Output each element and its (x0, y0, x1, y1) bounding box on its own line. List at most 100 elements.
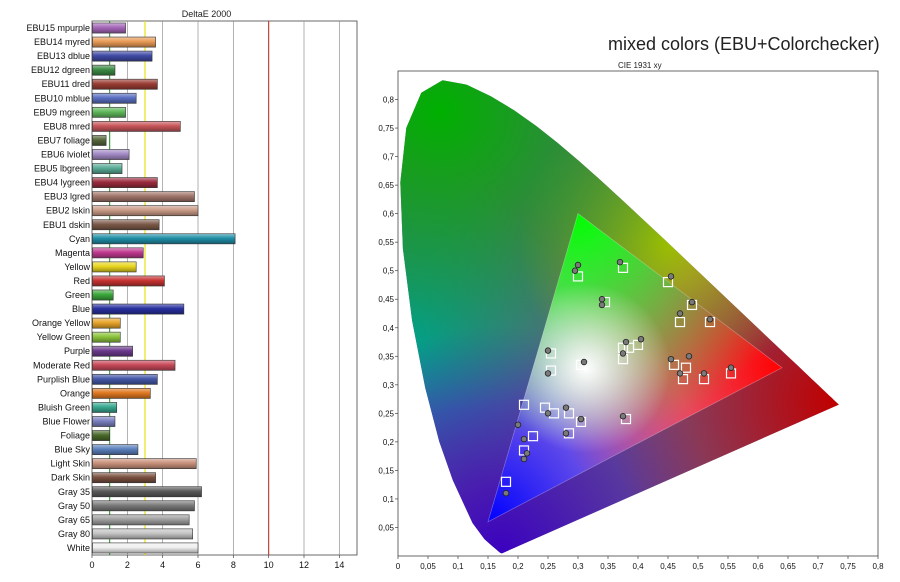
bar-x-tick-label: 14 (334, 560, 344, 570)
bar (92, 121, 181, 132)
bar-chart-title: DeltaE 2000 (182, 9, 232, 19)
measured-point-circle (667, 355, 675, 363)
reference-point-square (662, 277, 674, 288)
cie-x-tick-label: 0,45 (660, 562, 676, 571)
bar-x-tick-label: 2 (125, 560, 130, 570)
measured-point-circle (700, 370, 708, 377)
reference-point-square (518, 399, 530, 410)
cie-x-tick-label: 0 (396, 562, 401, 571)
cie-y-tick-label: 0,45 (378, 295, 394, 304)
reference-point-square (617, 262, 629, 273)
measured-point-circle (598, 296, 606, 303)
cie-x-tick-label: 0,05 (420, 562, 436, 571)
reference-point-square (539, 402, 551, 413)
bar (92, 303, 185, 315)
bar (92, 388, 151, 399)
bar-category-label: Cyan (69, 234, 90, 244)
bar (92, 64, 116, 76)
cie-y-tick-label: 0,15 (378, 466, 394, 475)
bar-category-label: Gray 50 (58, 501, 90, 511)
bar (92, 233, 236, 245)
measured-point-circle (571, 267, 579, 274)
reference-point-square (674, 316, 686, 328)
bar-category-label: EBU2 lskin (46, 206, 90, 216)
reference-point-square (680, 362, 692, 373)
measured-point-circle (688, 298, 696, 306)
cie-diagram-panel: CIE 1931 xy 0 0,05 0,1 0,15 0,2 0,25 0,3 0,35 0,4… (360, 0, 900, 577)
measured-point-circle (580, 358, 588, 366)
bar (92, 486, 202, 498)
bar-x-tick-label: 4 (160, 560, 165, 570)
bar (92, 219, 160, 231)
bar (92, 261, 137, 273)
bar-category-label: Foliage (60, 431, 90, 441)
bar (92, 542, 199, 554)
bar (92, 163, 123, 174)
measured-point-circle (544, 370, 552, 377)
measured-point-circle (727, 364, 735, 371)
bar-category-label: EBU8 mred (43, 121, 90, 131)
measured-point-circle (520, 455, 528, 463)
cie-x-tick-label: 0,6 (752, 562, 764, 571)
cie-y-tick-label: 0,7 (383, 153, 395, 162)
cie-y-tick-label: 0,55 (378, 238, 394, 247)
delta-e-bar-svg: DeltaE 2000 EBU15 mpurple EBU14 myred EBU13… (26, 9, 358, 570)
cie-x-tick-label: 0,2 (512, 562, 524, 571)
bar (92, 331, 121, 343)
cie-y-tick-label: 0,25 (378, 409, 394, 418)
bar (92, 177, 158, 188)
measured-point-circle (676, 370, 684, 377)
cie-x-tick-label: 0,75 (840, 562, 856, 571)
measured-point-circle (616, 258, 624, 266)
bar-x-tick-label: 0 (89, 560, 94, 570)
cie-x-tick-label: 0,1 (452, 562, 464, 571)
bar-x-tick-label: 10 (264, 560, 274, 570)
reference-point-square (518, 445, 530, 456)
bar (92, 149, 130, 160)
measured-point-circle (622, 338, 630, 346)
bar (92, 78, 158, 90)
bar (92, 444, 139, 455)
bar (92, 191, 195, 203)
bar-category-label: Gray 80 (58, 529, 90, 539)
measured-point-circle (520, 435, 528, 443)
bar-category-label: EBU14 myred (34, 37, 90, 47)
reference-point-square (545, 365, 557, 376)
cie-x-tick-label: 0,3 (572, 562, 584, 571)
cie-x-tick-label: 0,4 (632, 562, 644, 571)
bar-category-label: EBU5 lbgreen (34, 164, 90, 174)
measured-point-circle (562, 430, 570, 437)
reference-point-square (563, 408, 575, 419)
bar (92, 247, 144, 259)
gamut-triangle-outline (487, 212, 783, 523)
cie-y-tick-label: 0,35 (378, 352, 394, 361)
cie-x-tick-label: 0,65 (780, 562, 796, 571)
bar-category-label: Yellow Green (37, 332, 90, 342)
bar-category-label: EBU3 lgred (44, 192, 90, 202)
bar (92, 275, 165, 287)
bar-category-label: EBU9 mgreen (33, 107, 90, 117)
cie-y-tick-label: 0,8 (383, 96, 395, 105)
bar (92, 514, 190, 526)
bar (92, 106, 126, 118)
cie-y-tick-label: 0,3 (383, 381, 395, 390)
cie-y-tick-label: 0,5 (383, 267, 395, 276)
reference-point-square (575, 359, 587, 370)
cie-y-tick-label: 0,1 (383, 495, 395, 504)
bar-category-label: Light Skin (50, 459, 90, 469)
reference-point-square (500, 476, 512, 487)
bar-category-label: Blue Flower (42, 417, 90, 427)
measured-point-circle (667, 273, 675, 280)
bar-category-label: Yellow (64, 262, 90, 272)
reference-point-square (599, 296, 611, 308)
bar-category-label: Purple (64, 346, 90, 356)
cie-chart-title: mixed colors (EBU+Colorchecker) (608, 34, 880, 54)
bar-category-label: Gray 65 (58, 515, 90, 525)
bar-x-tick-label: 6 (195, 560, 200, 570)
cie-y-tick-label: 0,2 (383, 438, 395, 447)
bar-category-label: Dark Skin (51, 473, 90, 483)
bar (92, 289, 114, 301)
bar-category-label: EBU6 lviolet (41, 150, 91, 160)
measured-point-circle (619, 350, 627, 357)
measured-point-circle (637, 335, 645, 343)
